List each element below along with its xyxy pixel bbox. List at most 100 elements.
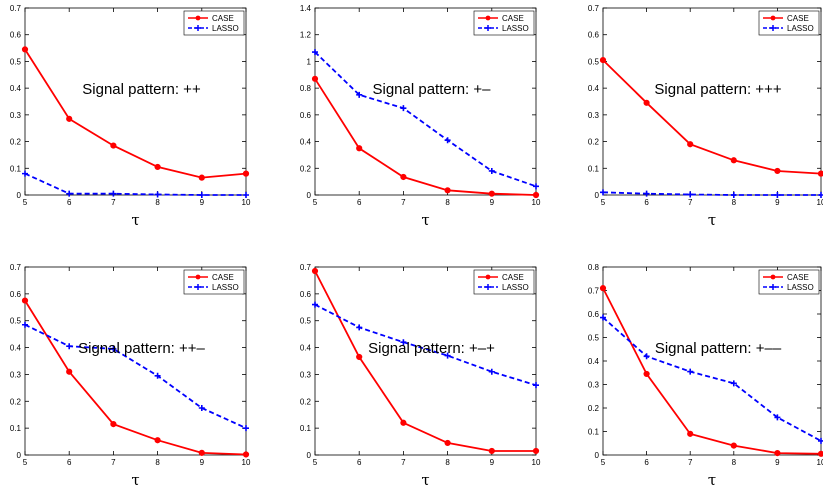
- x-tick-label: 7: [401, 198, 406, 207]
- legend-box: [183, 10, 245, 36]
- data-point-lasso: [66, 190, 73, 197]
- data-point-case: [687, 430, 694, 437]
- data-point-lasso: [110, 345, 117, 352]
- y-tick-label: 0.5: [588, 334, 600, 343]
- data-point-case: [21, 297, 29, 304]
- x-axis-label: τ: [708, 211, 716, 229]
- data-point-lasso: [533, 382, 539, 389]
- legend-marker-lasso: [195, 284, 201, 290]
- series-line-lasso: [24, 323, 247, 429]
- legend-box: [183, 269, 245, 295]
- x-tick-label: 5: [601, 458, 606, 467]
- y-tick-label: 1.2: [300, 31, 312, 40]
- data-point-lasso: [400, 105, 407, 112]
- data-point-case: [154, 163, 161, 171]
- data-point-lasso: [154, 191, 161, 198]
- legend-label-lasso: LASSO: [212, 24, 239, 33]
- y-tick-label: 0.1: [300, 424, 312, 433]
- y-tick-label: 0.2: [588, 404, 600, 413]
- data-point-case: [154, 437, 161, 444]
- signal-pattern-annotation: Signal pattern: ++–: [78, 340, 205, 357]
- y-tick-label: 0.6: [10, 290, 22, 299]
- legend-marker-lasso: [195, 25, 201, 31]
- y-tick-label: 0.2: [10, 138, 22, 147]
- data-point-case: [400, 173, 407, 181]
- x-tick-label: 10: [532, 458, 541, 467]
- y-tick-label: 0.2: [10, 397, 22, 406]
- legend-box: [758, 269, 820, 295]
- data-point-case: [532, 191, 540, 199]
- x-axis-label: τ: [708, 471, 716, 487]
- data-point-lasso: [312, 301, 318, 308]
- data-point-case: [730, 157, 737, 164]
- y-tick-label: 0.4: [300, 138, 312, 147]
- y-tick-label: 0.1: [588, 164, 600, 173]
- x-tick-label: 7: [111, 198, 116, 207]
- y-tick-label: 0.6: [300, 290, 312, 299]
- x-tick-label: 9: [775, 458, 780, 467]
- data-point-case: [242, 451, 250, 458]
- data-point-case: [356, 145, 363, 152]
- y-tick-label: 0.4: [300, 344, 312, 353]
- legend-label-lasso: LASSO: [502, 24, 529, 33]
- data-point-lasso: [110, 190, 117, 197]
- series-line-lasso: [314, 303, 537, 387]
- data-point-lasso: [312, 49, 318, 56]
- chart-panel-6: 0 0.1 0.2 0.3 0.4 0.5 0.6 0.7 0.8 5 6 7 8 9 10 τ CASELAS…: [588, 263, 823, 487]
- x-axis-label: τ: [131, 471, 139, 487]
- x-tick-label: 10: [242, 198, 251, 207]
- y-tick-label: 0.7: [10, 263, 22, 272]
- data-point-case: [110, 421, 117, 428]
- data-point-lasso: [774, 192, 781, 198]
- data-point-case: [488, 447, 495, 455]
- legend-marker-case: [770, 274, 776, 280]
- data-point-lasso: [488, 368, 495, 375]
- y-tick-label: 0.1: [588, 428, 600, 437]
- y-tick-label: 0.7: [300, 263, 312, 272]
- x-tick-label: 10: [817, 458, 823, 467]
- data-point-lasso: [643, 190, 650, 197]
- x-tick-label: 7: [688, 458, 693, 467]
- plot-frame: [24, 7, 247, 196]
- signal-pattern-annotation: Signal pattern: ++: [82, 81, 201, 98]
- signal-pattern-annotation: Signal pattern: +–+: [368, 340, 495, 357]
- data-point-lasso: [243, 192, 249, 198]
- plot-frame: [24, 266, 247, 456]
- legend-marker-lasso: [770, 284, 776, 290]
- x-tick-label: 6: [644, 198, 649, 207]
- x-tick-label: 10: [532, 198, 541, 207]
- x-tick-label: 9: [490, 458, 495, 467]
- data-point-case: [817, 450, 823, 457]
- legend-label-case: CASE: [502, 14, 524, 23]
- legend-label-case: CASE: [787, 14, 809, 23]
- data-point-lasso: [356, 91, 363, 98]
- data-point-lasso: [600, 314, 606, 321]
- y-tick-label: 0.3: [10, 370, 22, 379]
- data-point-case: [242, 170, 250, 177]
- data-point-case: [599, 56, 607, 64]
- x-tick-label: 9: [775, 198, 780, 207]
- legend-marker-lasso: [770, 25, 776, 31]
- x-tick-label: 6: [357, 198, 362, 207]
- legend-marker-lasso: [485, 25, 491, 31]
- data-point-case: [774, 450, 781, 457]
- x-tick-label: 9: [490, 198, 495, 207]
- y-tick-label: 0.2: [300, 397, 312, 406]
- legend-label-lasso: LASSO: [502, 283, 529, 292]
- x-tick-label: 6: [67, 458, 72, 467]
- y-tick-label: 0.7: [588, 4, 600, 13]
- series-line-case: [602, 59, 822, 175]
- y-tick-label: 0.3: [10, 111, 22, 120]
- y-tick-label: 0.5: [588, 57, 600, 66]
- x-tick-label: 10: [242, 458, 251, 467]
- data-point-lasso: [730, 192, 737, 198]
- x-tick-label: 8: [155, 458, 160, 467]
- data-point-case: [198, 174, 205, 181]
- legend-label-case: CASE: [212, 14, 234, 23]
